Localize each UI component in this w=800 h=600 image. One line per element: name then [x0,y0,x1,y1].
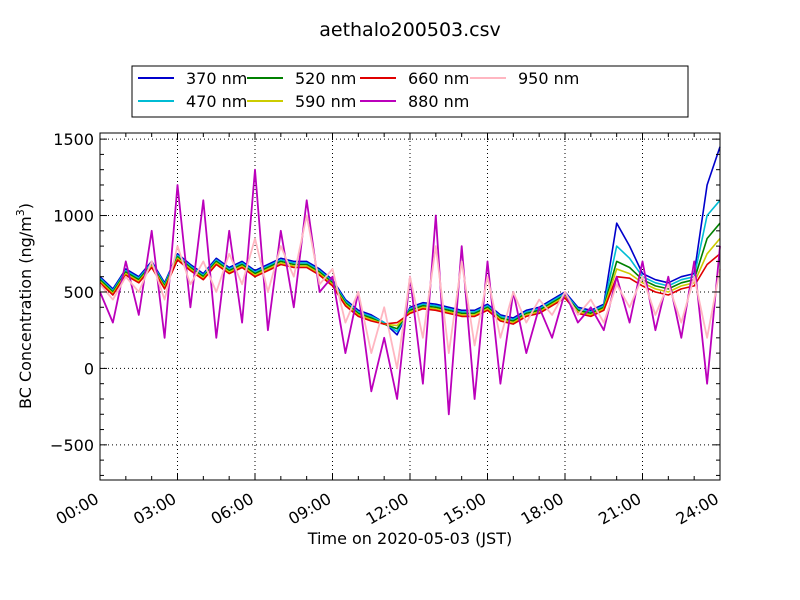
y-tick-label: 1000 [53,207,94,226]
legend-label: 880 nm [408,92,469,111]
legend-label: 470 nm [186,92,247,111]
y-tick-label: 1500 [53,130,94,149]
series-line-950-nm [99,214,721,370]
chart-title: aethalo200503.csv [319,19,501,41]
y-axis-label-sup: 3 [14,209,27,216]
legend: 370 nm 470 nm 520 nm 590 nm 660 nm 880 nm 950 … [131,65,689,118]
y-tick-label: 0 [84,359,94,378]
legend-box [131,65,689,118]
y-axis-label: BC Concentration (ng/m3) [14,203,35,409]
series-line-590-nm [99,237,721,327]
y-tick-label: 500 [63,283,94,302]
series-line-370-nm [99,146,721,336]
legend-label: 520 nm [295,69,356,88]
legend-label: 370 nm [186,69,247,88]
series-line-470-nm [99,199,721,333]
legend-label: 660 nm [408,69,469,88]
y-axis-label-main: BC Concentration (ng/m [16,216,35,409]
y-tick-label: −500 [50,436,94,455]
x-axis-label: Time on 2020-05-03 (JST) [307,529,512,548]
series-line-520-nm [99,222,721,330]
legend-label: 590 nm [295,92,356,111]
legend-label: 950 nm [518,69,579,88]
y-axis-label-close: ) [16,203,35,209]
